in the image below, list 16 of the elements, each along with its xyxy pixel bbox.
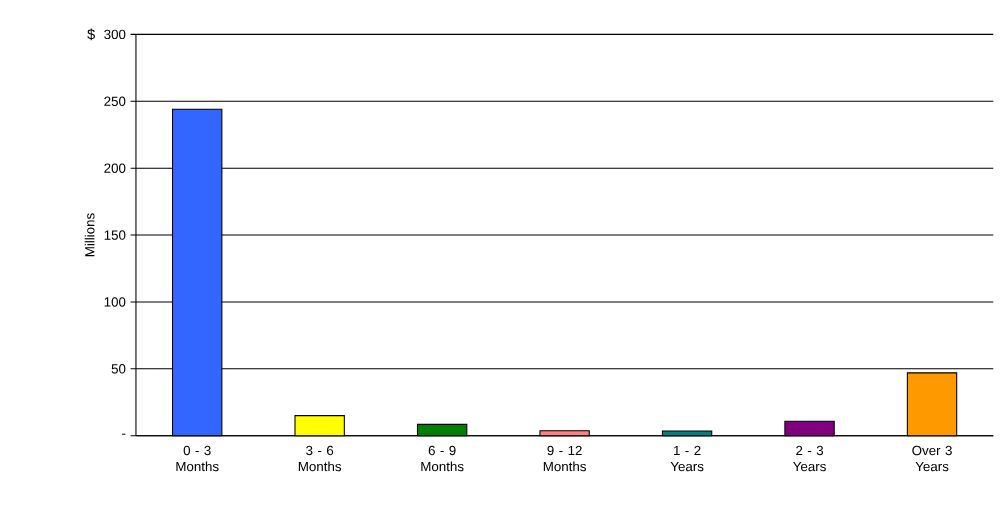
text: $	[87, 28, 96, 41]
y-tick-label: 150	[104, 230, 126, 240]
x-tick-label: 0 - 3 Months	[176, 445, 219, 472]
y-tick-label: -	[122, 433, 126, 435]
x-tick-label: 6 - 9 Months	[421, 445, 464, 472]
y-tick-label: 250	[104, 96, 126, 106]
x-tick-label: 2 - 3 Years	[793, 445, 826, 472]
y-tick-label: 100	[104, 297, 126, 307]
y-tick-label: 50	[111, 364, 126, 374]
x-tick-label: 3 - 6 Months	[298, 445, 342, 472]
x-tick-label: 1 - 2 Years	[670, 445, 704, 472]
y-axis-title: Millions	[84, 213, 95, 257]
y-tick-label: 200	[104, 163, 126, 173]
x-tick-label: Over 3 Years	[912, 445, 952, 472]
x-tick-label: 9 - 12 Months	[543, 445, 586, 472]
y-tick-label: 300	[104, 29, 126, 40]
